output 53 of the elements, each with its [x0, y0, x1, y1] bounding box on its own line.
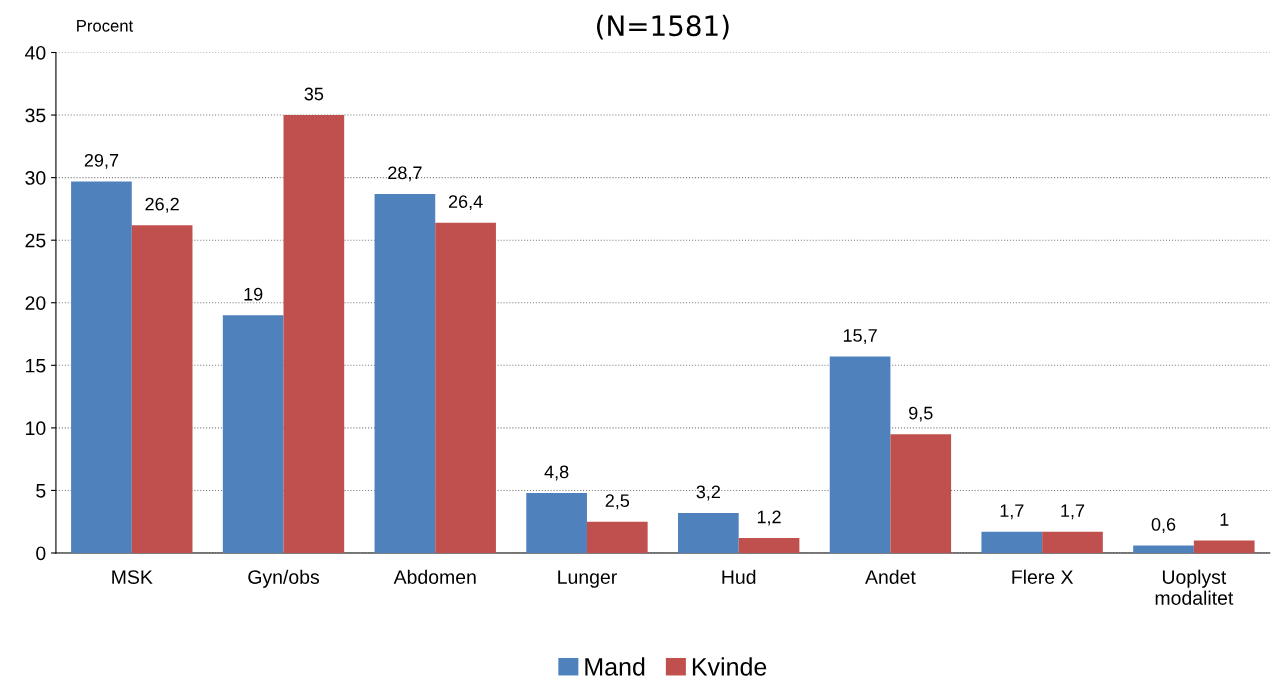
- x-tick-label: Uoplyst modalitet: [1155, 569, 1234, 605]
- data-label: 28,7: [388, 166, 422, 182]
- bar: [829, 356, 891, 553]
- x-tick-label: Abdomen: [393, 569, 476, 584]
- x-tick-label: Andet: [865, 569, 916, 584]
- x-tick-label: Flere X: [1012, 569, 1074, 584]
- y-tick-label: 5: [36, 484, 46, 498]
- y-tick-label: 20: [25, 296, 46, 310]
- bar: [1193, 540, 1255, 553]
- legend-label: Kvinde: [692, 657, 767, 676]
- bar: [131, 225, 193, 553]
- data-label: 2,5: [605, 494, 630, 510]
- chart-title: (N=1581): [597, 14, 729, 40]
- bar: [586, 521, 648, 553]
- data-label: 29,7: [84, 153, 119, 169]
- legend-label: Mand: [585, 657, 645, 676]
- data-label: 1,2: [757, 510, 781, 526]
- y-tick-label: 25: [25, 233, 46, 248]
- y-tick-label: 0: [36, 546, 46, 561]
- bar: [1042, 531, 1103, 553]
- data-label: 9,5: [909, 406, 933, 422]
- bar: [374, 193, 436, 553]
- y-tick-label: 10: [26, 421, 46, 436]
- data-label: 35: [304, 87, 324, 101]
- data-label: 19: [244, 287, 263, 301]
- x-tick-label: MSK: [112, 570, 153, 584]
- data-label: 0,6: [1151, 518, 1176, 533]
- bar: [222, 315, 284, 553]
- y-tick-label: 15: [26, 358, 46, 373]
- data-label: 1,7: [1000, 504, 1024, 520]
- data-label: 1,7: [1061, 504, 1085, 520]
- y-axis-title: Procent: [77, 20, 134, 32]
- bar: [738, 537, 800, 553]
- data-label: 26,2: [145, 197, 179, 213]
- y-tick-label: 30: [25, 171, 46, 185]
- bar: [435, 222, 496, 553]
- bar: [981, 531, 1043, 553]
- bar: [890, 434, 952, 553]
- data-label: 3,2: [696, 485, 720, 501]
- bar: [1133, 545, 1194, 553]
- data-label: 15,7: [843, 329, 877, 345]
- bar: [678, 512, 739, 553]
- y-tick-label: 40: [25, 45, 46, 60]
- bar: [71, 181, 132, 553]
- x-tick-label: Hud: [722, 569, 756, 584]
- y-tick-label: 35: [25, 108, 46, 123]
- data-label: 4,8: [544, 465, 569, 481]
- data-label: 26,4: [448, 195, 483, 211]
- x-tick-label: Gyn/obs: [248, 569, 320, 588]
- x-tick-label: Lunger: [558, 570, 617, 588]
- bar: [526, 492, 587, 553]
- data-label: 1: [1220, 513, 1229, 526]
- bar: [283, 115, 345, 553]
